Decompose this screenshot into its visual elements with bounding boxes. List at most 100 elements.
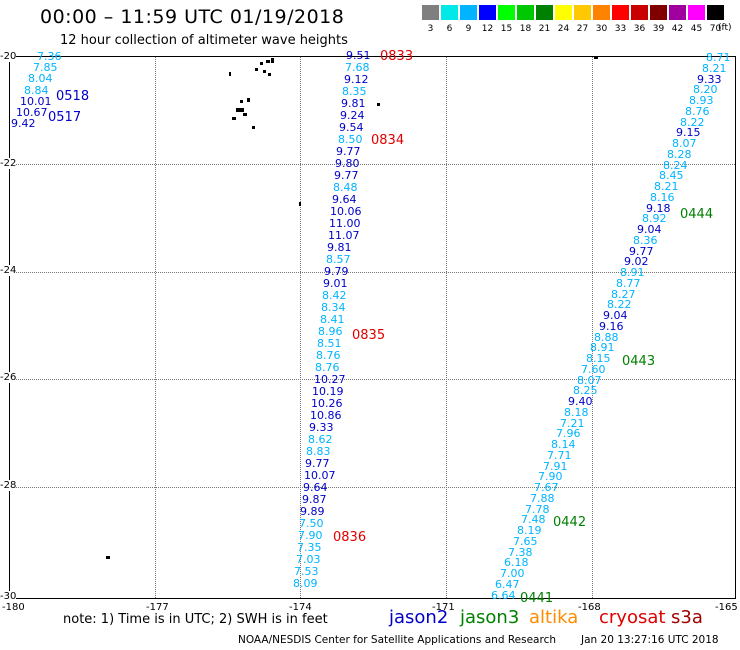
east-track-value: 9.04 bbox=[637, 223, 662, 236]
east-track-value: 8.14 bbox=[551, 438, 576, 451]
island-mark bbox=[106, 556, 110, 559]
pass-time-label: 0444 bbox=[680, 207, 714, 222]
colorbar-swatch bbox=[612, 5, 629, 20]
central-track-value: 8.50 bbox=[338, 133, 363, 146]
colorbar-tick-label: 42 bbox=[671, 24, 684, 34]
east-track-value: 6.64 bbox=[491, 589, 516, 602]
east-track-value: 8.20 bbox=[693, 83, 718, 96]
island-mark bbox=[232, 117, 236, 120]
central-track-value: 9.80 bbox=[335, 157, 360, 170]
east-track-value: 8.21 bbox=[702, 62, 727, 75]
east-track-value: 9.77 bbox=[629, 245, 654, 258]
colorbar-swatch bbox=[422, 5, 439, 20]
colorbar-swatch bbox=[650, 5, 667, 20]
east-track-value: 9.40 bbox=[568, 395, 593, 408]
central-track-value: 9.01 bbox=[323, 277, 348, 290]
east-track-value: 8.16 bbox=[650, 191, 675, 204]
island-mark bbox=[236, 108, 244, 112]
central-track-value: 8.57 bbox=[326, 253, 351, 266]
east-track-value: 9.04 bbox=[603, 309, 628, 322]
central-track-value: 8.42 bbox=[322, 289, 347, 302]
colorbar-swatch bbox=[593, 5, 610, 20]
east-track-value: 8.76 bbox=[685, 105, 710, 118]
east-track-value: 8.88 bbox=[594, 331, 619, 344]
east-track-value: 7.90 bbox=[538, 470, 563, 483]
colorbar-tick-label: 3 bbox=[427, 24, 434, 34]
central-track-value: 8.51 bbox=[317, 337, 342, 350]
note-text: note: 1) Time is in UTC; 2) SWH is in fe… bbox=[63, 612, 328, 627]
island-mark bbox=[260, 62, 263, 65]
east-track-value: 7.78 bbox=[525, 503, 550, 516]
colorbar-tick-label: 12 bbox=[481, 24, 494, 34]
central-track-value: 9.12 bbox=[344, 73, 369, 86]
colorbar-swatch bbox=[574, 5, 591, 20]
colorbar-swatch bbox=[707, 5, 724, 20]
east-track-value: 8.77 bbox=[616, 277, 641, 290]
longitude-label: -177 bbox=[146, 602, 169, 613]
colorbar-tick-label: 15 bbox=[500, 24, 513, 34]
legend-s3a: s3a bbox=[671, 607, 703, 628]
colorbar-swatch bbox=[460, 5, 477, 20]
pass-time-label: 0834 bbox=[371, 133, 405, 148]
colorbar-swatch bbox=[669, 5, 686, 20]
east-track-value: 7.88 bbox=[530, 492, 555, 505]
central-track-value: 8.62 bbox=[308, 433, 333, 446]
central-track-value: 9.64 bbox=[332, 193, 357, 206]
island-mark bbox=[377, 103, 380, 106]
map-title: 00:00 – 11:59 UTC 01/19/2018 bbox=[40, 6, 345, 28]
island-mark bbox=[268, 73, 271, 76]
island-mark bbox=[255, 68, 258, 71]
pass-time-label: 0835 bbox=[352, 328, 386, 343]
central-track-value: 10.26 bbox=[311, 397, 343, 410]
map-frame bbox=[9, 56, 736, 599]
legend-jason2: jason2 bbox=[389, 607, 449, 628]
legend-jason3: jason3 bbox=[460, 607, 520, 628]
central-track-value: 10.07 bbox=[304, 469, 336, 482]
east-track-value: 7.48 bbox=[521, 513, 546, 526]
west-track-value: 7.85 bbox=[33, 61, 58, 74]
east-track-value: 8.36 bbox=[633, 234, 658, 247]
meridian-gridline bbox=[592, 57, 593, 598]
pass-time-label: 0833 bbox=[380, 49, 414, 64]
longitude-label: -165 bbox=[715, 602, 738, 613]
footer-timestamp: Jan 20 13:27:16 UTC 2018 bbox=[581, 634, 719, 646]
central-track-value: 9.87 bbox=[302, 493, 327, 506]
east-track-value: 8.07 bbox=[672, 137, 697, 150]
central-track-value: 9.64 bbox=[303, 481, 328, 494]
west-track-value: 10.01 bbox=[20, 95, 52, 108]
east-track-value: 8.71 bbox=[706, 51, 731, 64]
east-track-value: 8.22 bbox=[607, 298, 632, 311]
east-track-value: 9.02 bbox=[624, 255, 649, 268]
legend-cryosat: cryosat bbox=[599, 607, 666, 628]
east-track-value: 8.21 bbox=[654, 180, 679, 193]
west-track-value: 8.84 bbox=[24, 84, 49, 97]
east-track-value: 8.91 bbox=[590, 341, 615, 354]
central-track-value: 8.76 bbox=[316, 349, 341, 362]
east-track-value: 9.16 bbox=[599, 320, 624, 333]
island-mark bbox=[252, 126, 255, 129]
parallel-gridline bbox=[10, 272, 735, 273]
island-mark bbox=[299, 202, 301, 206]
colorbar-unit: (ft) bbox=[718, 23, 732, 33]
central-track-value: 9.79 bbox=[324, 265, 349, 278]
island-mark bbox=[247, 98, 250, 102]
east-track-value: 8.91 bbox=[620, 266, 645, 279]
colorbar-swatch bbox=[517, 5, 534, 20]
parallel-gridline bbox=[10, 487, 735, 488]
central-track-value: 7.50 bbox=[299, 517, 324, 530]
west-track-value: 10.67 bbox=[16, 106, 48, 119]
colorbar-tick-label: 45 bbox=[690, 24, 703, 34]
central-track-value: 8.41 bbox=[320, 313, 345, 326]
central-track-value: 10.19 bbox=[312, 385, 344, 398]
east-track-value: 7.67 bbox=[534, 481, 559, 494]
colorbar-tick-label: 24 bbox=[557, 24, 570, 34]
central-track-value: 9.89 bbox=[300, 505, 325, 518]
colorbar-swatch bbox=[479, 5, 496, 20]
island-mark bbox=[229, 72, 231, 76]
colorbar-tick-label: 30 bbox=[595, 24, 608, 34]
colorbar-tick-label: 6 bbox=[446, 24, 453, 34]
latitude-label: -22 bbox=[0, 158, 17, 169]
colorbar-swatch bbox=[555, 5, 572, 20]
east-track-value: 7.21 bbox=[560, 417, 585, 430]
central-track-value: 9.24 bbox=[340, 109, 365, 122]
